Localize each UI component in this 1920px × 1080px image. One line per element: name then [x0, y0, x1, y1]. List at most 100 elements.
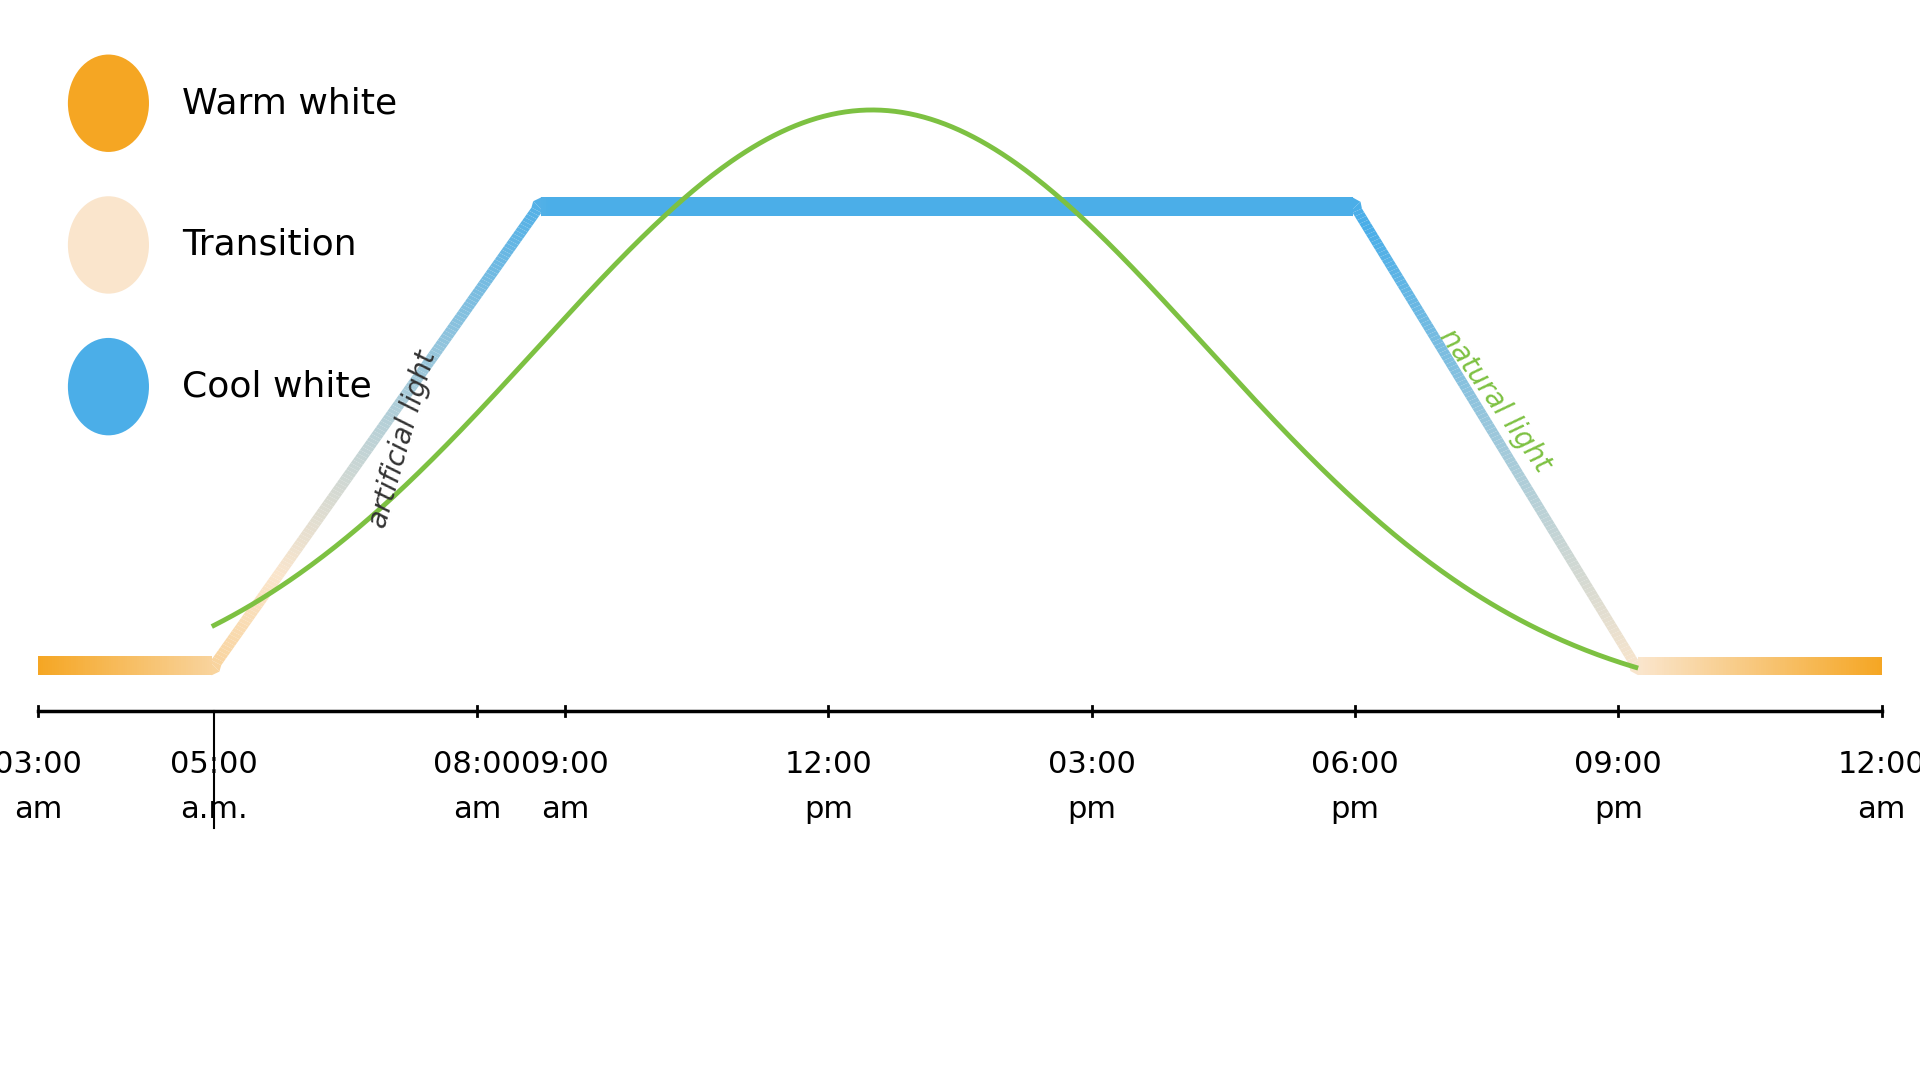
Polygon shape — [1350, 202, 1361, 213]
Polygon shape — [1068, 198, 1069, 216]
Polygon shape — [518, 224, 530, 232]
Polygon shape — [111, 657, 113, 675]
Polygon shape — [789, 198, 793, 216]
Polygon shape — [897, 198, 899, 216]
Polygon shape — [1490, 434, 1501, 442]
Polygon shape — [833, 198, 837, 216]
Polygon shape — [929, 198, 931, 216]
Polygon shape — [117, 657, 121, 675]
Polygon shape — [1321, 198, 1323, 216]
Polygon shape — [1494, 438, 1505, 446]
Polygon shape — [50, 657, 52, 675]
Polygon shape — [407, 379, 420, 388]
Polygon shape — [46, 657, 48, 675]
Polygon shape — [766, 198, 768, 216]
Polygon shape — [286, 550, 300, 558]
Polygon shape — [1548, 527, 1559, 535]
Polygon shape — [1528, 497, 1542, 505]
Text: 06:00: 06:00 — [1311, 750, 1400, 779]
Polygon shape — [394, 399, 407, 407]
Polygon shape — [1200, 198, 1202, 216]
Text: am: am — [541, 795, 589, 824]
Polygon shape — [123, 657, 125, 675]
Polygon shape — [1578, 579, 1590, 586]
Polygon shape — [874, 198, 876, 216]
Polygon shape — [1382, 257, 1394, 265]
Polygon shape — [693, 198, 695, 216]
Polygon shape — [513, 230, 526, 239]
Polygon shape — [641, 198, 643, 216]
Polygon shape — [282, 556, 294, 565]
Polygon shape — [1091, 198, 1092, 216]
Polygon shape — [910, 198, 914, 216]
Polygon shape — [198, 657, 200, 675]
Text: artificial light: artificial light — [365, 348, 442, 531]
Polygon shape — [1789, 657, 1791, 675]
Polygon shape — [467, 295, 480, 303]
Polygon shape — [710, 198, 712, 216]
Polygon shape — [1724, 657, 1726, 675]
Polygon shape — [854, 198, 858, 216]
Polygon shape — [1645, 657, 1647, 675]
Polygon shape — [490, 262, 503, 271]
Polygon shape — [121, 657, 123, 675]
Polygon shape — [1847, 657, 1849, 675]
Text: am: am — [13, 795, 63, 824]
Polygon shape — [960, 198, 962, 216]
Polygon shape — [230, 631, 242, 639]
Polygon shape — [778, 198, 781, 216]
Polygon shape — [248, 605, 259, 613]
Polygon shape — [818, 198, 820, 216]
Polygon shape — [390, 405, 401, 414]
Polygon shape — [653, 198, 655, 216]
Polygon shape — [169, 657, 171, 675]
Polygon shape — [632, 198, 634, 216]
Polygon shape — [1196, 198, 1200, 216]
Polygon shape — [743, 198, 745, 216]
Polygon shape — [586, 198, 588, 216]
Polygon shape — [1004, 198, 1006, 216]
Polygon shape — [1117, 198, 1119, 216]
Polygon shape — [559, 198, 563, 216]
Polygon shape — [1701, 657, 1705, 675]
Polygon shape — [1119, 198, 1123, 216]
Polygon shape — [866, 198, 870, 216]
Polygon shape — [67, 657, 69, 675]
Polygon shape — [493, 259, 505, 268]
Polygon shape — [1281, 198, 1283, 216]
Polygon shape — [401, 389, 413, 397]
Polygon shape — [192, 657, 196, 675]
Polygon shape — [1238, 198, 1240, 216]
Polygon shape — [1256, 198, 1258, 216]
Text: Warm white: Warm white — [182, 86, 397, 120]
Polygon shape — [1288, 198, 1290, 216]
Polygon shape — [413, 373, 424, 381]
Polygon shape — [115, 657, 117, 675]
Polygon shape — [983, 198, 985, 216]
Polygon shape — [701, 198, 705, 216]
Polygon shape — [1452, 372, 1463, 379]
Text: pm: pm — [804, 795, 852, 824]
Polygon shape — [392, 402, 405, 410]
Polygon shape — [728, 198, 730, 216]
Polygon shape — [1686, 657, 1688, 675]
Polygon shape — [1037, 198, 1039, 216]
Polygon shape — [209, 657, 219, 675]
Polygon shape — [1315, 198, 1317, 216]
Polygon shape — [1014, 198, 1016, 216]
Polygon shape — [1114, 198, 1116, 216]
Polygon shape — [1565, 556, 1576, 565]
Polygon shape — [607, 198, 609, 216]
Polygon shape — [1809, 657, 1811, 675]
Polygon shape — [925, 198, 927, 216]
Polygon shape — [1427, 330, 1438, 338]
Polygon shape — [328, 492, 340, 500]
Polygon shape — [1160, 198, 1162, 216]
Polygon shape — [684, 198, 685, 216]
Polygon shape — [1367, 231, 1379, 239]
Polygon shape — [1859, 657, 1860, 675]
Polygon shape — [179, 657, 180, 675]
Polygon shape — [1730, 657, 1732, 675]
Polygon shape — [106, 657, 109, 675]
Polygon shape — [1657, 657, 1659, 675]
